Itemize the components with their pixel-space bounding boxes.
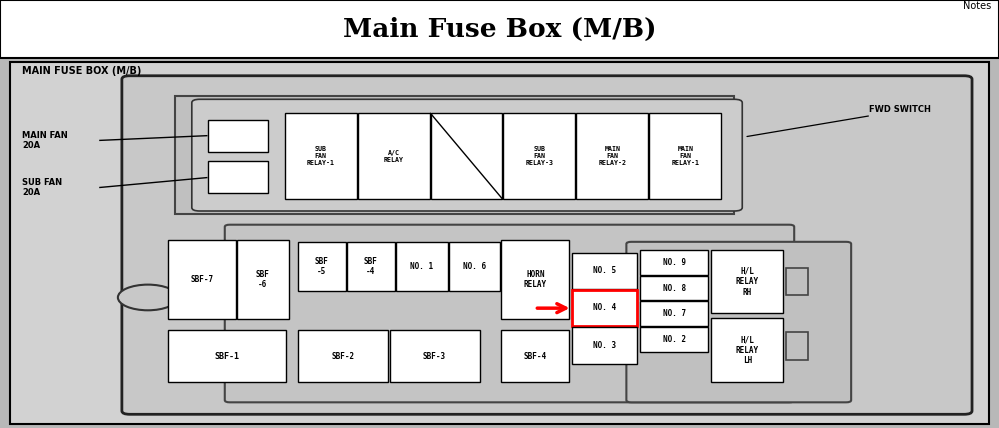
Text: NO. 7: NO. 7 [662, 309, 686, 318]
Bar [175, 96, 734, 214]
FancyBboxPatch shape [225, 225, 794, 402]
Bar [572, 290, 637, 326]
FancyBboxPatch shape [122, 76, 972, 414]
Bar [649, 113, 721, 199]
Bar [711, 250, 783, 313]
Bar [396, 242, 448, 291]
Bar [298, 242, 346, 291]
Bar [786, 268, 808, 295]
Bar [572, 327, 637, 364]
Text: HORN
RELAY: HORN RELAY [523, 270, 547, 289]
Text: NO. 8: NO. 8 [662, 283, 686, 293]
Text: SBF
-6: SBF -6 [256, 270, 270, 289]
Text: MAIN FAN
20A: MAIN FAN 20A [22, 131, 68, 150]
Bar [786, 332, 808, 360]
Text: NO. 6: NO. 6 [463, 262, 487, 271]
Text: MAIN
FAN
RELAY-1: MAIN FAN RELAY-1 [671, 146, 699, 166]
Bar [503, 113, 575, 199]
Bar [0, 0, 999, 58]
Bar [347, 242, 395, 291]
Bar [168, 240, 236, 319]
Text: NO. 4: NO. 4 [593, 303, 616, 312]
Text: SBF-4: SBF-4 [523, 351, 547, 361]
Bar [298, 330, 388, 382]
Text: NO. 1: NO. 1 [410, 262, 434, 271]
Text: NO. 2: NO. 2 [662, 335, 686, 344]
Text: SBF-1: SBF-1 [214, 351, 240, 361]
Bar [208, 161, 268, 193]
Text: SUB
FAN
RELAY-1: SUB FAN RELAY-1 [307, 146, 335, 166]
Bar [449, 242, 500, 291]
Circle shape [118, 285, 178, 310]
FancyBboxPatch shape [626, 242, 851, 402]
Text: SBF-2: SBF-2 [331, 351, 355, 361]
Bar [640, 301, 708, 326]
Text: H/L
RELAY
LH: H/L RELAY LH [735, 335, 759, 365]
Text: FWD SWITCH: FWD SWITCH [869, 104, 931, 114]
Text: SBF
-4: SBF -4 [364, 257, 378, 276]
Bar [640, 250, 708, 275]
Text: Notes: Notes [963, 1, 991, 11]
Text: NO. 5: NO. 5 [593, 266, 616, 275]
Text: MAIN FUSE BOX (M/B): MAIN FUSE BOX (M/B) [22, 66, 141, 76]
Text: NO. 3: NO. 3 [593, 341, 616, 350]
Bar [390, 330, 480, 382]
Text: Main Fuse Box (M/B): Main Fuse Box (M/B) [343, 17, 656, 42]
Bar [572, 253, 637, 289]
Text: SUB
FAN
RELAY-3: SUB FAN RELAY-3 [525, 146, 553, 166]
Bar [208, 120, 268, 152]
Text: MAIN
FAN
RELAY-2: MAIN FAN RELAY-2 [598, 146, 626, 166]
Bar [285, 113, 357, 199]
Bar [711, 318, 783, 382]
Bar [168, 330, 286, 382]
Bar [576, 113, 648, 199]
Text: SUB FAN
20A: SUB FAN 20A [22, 178, 62, 197]
Text: SBF
-5: SBF -5 [315, 257, 329, 276]
Bar [431, 113, 502, 199]
Bar [640, 327, 708, 352]
Bar [501, 240, 569, 319]
Bar [501, 330, 569, 382]
Text: A/C
RELAY: A/C RELAY [384, 150, 404, 163]
Text: SBF-3: SBF-3 [423, 351, 447, 361]
Text: H/L
RELAY
RH: H/L RELAY RH [735, 267, 759, 297]
Bar [640, 276, 708, 300]
Bar [10, 62, 989, 424]
Bar [358, 113, 430, 199]
Text: SBF-7: SBF-7 [190, 275, 214, 284]
Text: NO. 9: NO. 9 [662, 258, 686, 267]
Bar [237, 240, 289, 319]
FancyBboxPatch shape [192, 99, 742, 211]
